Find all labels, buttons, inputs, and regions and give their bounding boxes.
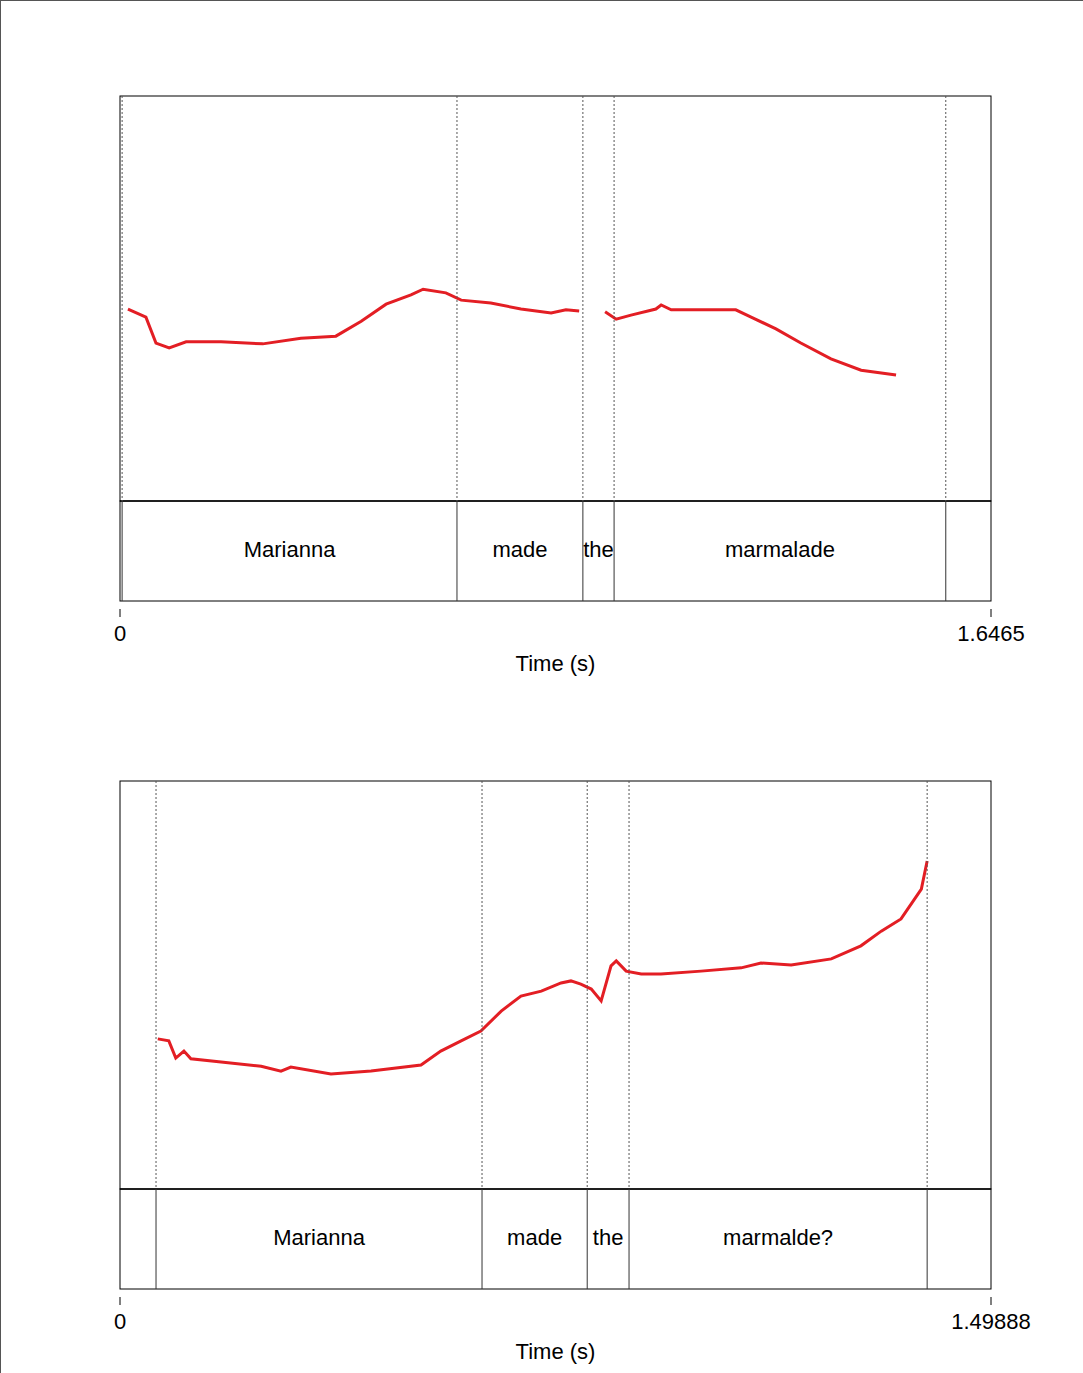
svg-text:made: made (492, 537, 547, 562)
svg-text:Marianna: Marianna (273, 1225, 365, 1250)
svg-text:made: made (507, 1225, 562, 1250)
svg-text:Time (s): Time (s) (516, 651, 596, 676)
svg-text:marmalde?: marmalde? (723, 1225, 833, 1250)
svg-text:the: the (593, 1225, 624, 1250)
svg-text:Marianna: Marianna (244, 537, 336, 562)
svg-text:marmalade: marmalade (725, 537, 835, 562)
svg-text:Time (s): Time (s) (516, 1339, 596, 1364)
svg-text:0: 0 (114, 621, 126, 646)
svg-text:1.49888: 1.49888 (951, 1309, 1031, 1334)
svg-text:0: 0 (114, 1309, 126, 1334)
svg-text:the: the (583, 537, 614, 562)
svg-text:1.6465: 1.6465 (957, 621, 1024, 646)
